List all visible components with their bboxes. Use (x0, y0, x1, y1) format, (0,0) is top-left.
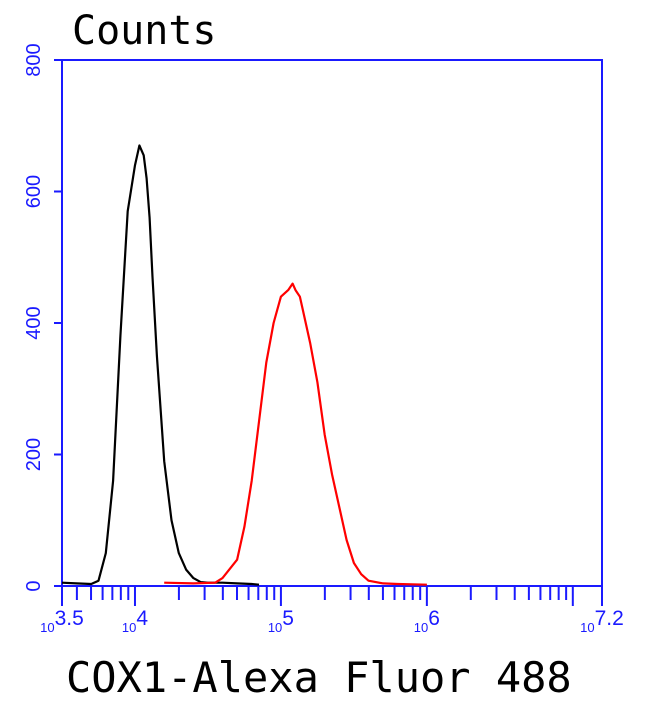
series-layer (61, 144, 427, 586)
series-line-1 (61, 144, 260, 586)
y-tick-label: 800 (23, 43, 45, 76)
series-line-2 (164, 282, 427, 586)
y-axis: 0 200 400 600 800 (23, 43, 62, 592)
y-tick-label: 200 (23, 438, 45, 471)
x-axis-label: COX1-Alexa Fluor 488 (66, 653, 572, 701)
x-tick-label: 104 (122, 607, 148, 635)
x-tick-label: 107.2 (580, 607, 624, 635)
x-tick-label: 105 (268, 607, 294, 635)
plot-frame (61, 59, 603, 587)
y-tick-label: 0 (23, 580, 45, 591)
x-axis: 103.5 104 105 106 107.2 (40, 586, 624, 635)
y-tick-label: 600 (23, 175, 45, 208)
y-axis-label: Counts (72, 8, 217, 54)
y-tick-label: 400 (23, 306, 45, 339)
x-tick-label: 106 (414, 607, 440, 635)
x-tick-label: 103.5 (40, 607, 84, 635)
